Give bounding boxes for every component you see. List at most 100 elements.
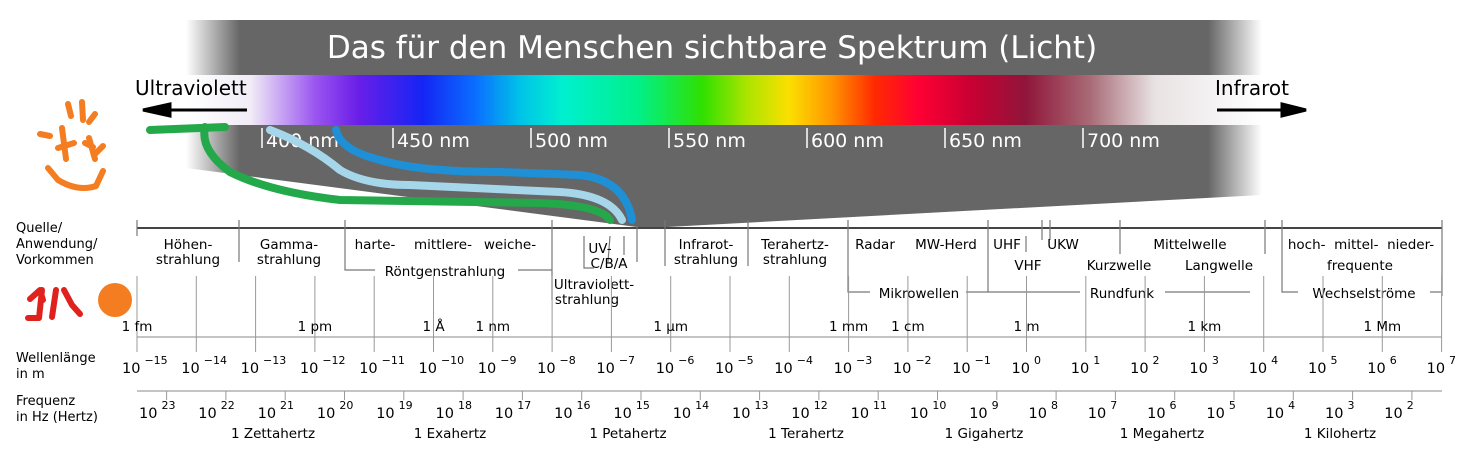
frequency-power-label: 1013 [732,399,768,422]
wavelength-power-label: 105 [1308,354,1337,377]
nm-tick-label: 550 nm [673,130,746,152]
frequency-power-label: 109 [969,399,998,422]
length-unit-label: 1 Å [422,318,445,335]
wavelength-power-label: 10−9 [478,354,517,377]
roentgenstrahlung-label: Röntgenstrahlung [385,264,505,280]
banner-title: Das für den Menschen sichtbare Spektrum … [327,30,1097,66]
frequency-row-label-1: Frequenz [16,394,75,409]
scales: 1 fm 1 pm 1 Å 1 nm 1 µm 1 mm 1 cm 1 m 1 km 1 Mm 10… [122,276,1456,442]
length-unit-label: 1 cm [891,319,924,335]
wavelength-power-label: 10−11 [359,354,405,377]
scribble-orange-face-icon [37,99,106,191]
frequency-power-label: 1016 [554,399,590,422]
wavelength-power-label: 10−12 [300,354,346,377]
wavelength-power-label: 103 [1189,354,1218,377]
length-unit-label: 1 µm [653,319,688,335]
kurzwelle-label: Kurzwelle [1087,258,1152,274]
wavelength-power-label: 106 [1367,354,1396,377]
wavelength-power-label: 102 [1130,354,1159,377]
terahertzstrahlung-label-2: strahlung [763,252,827,268]
wavelength-power-label: 10−6 [656,354,695,377]
frequency-power-label: 1020 [317,399,353,422]
wavelength-power-label: 10−8 [537,354,576,377]
mittlere-label: mittlere- [414,237,472,253]
rundfunk-label: Rundfunk [1090,286,1154,302]
annotation-curves [146,123,636,224]
frequency-power-label: 1019 [376,399,412,422]
wavelength-power-label: 10−2 [893,354,932,377]
frequency-power-label: 103 [1325,399,1354,422]
length-unit-label: 1 km [1187,319,1221,335]
length-unit-label: 1 fm [122,319,153,335]
length-unit-label: 1 mm [829,319,868,335]
row-labels: Quelle/ Anwendung/ Vorkommen Wellenlänge… [16,221,98,425]
frequency-power-label: 1015 [613,399,649,422]
hoehenstrahlung-label-2: strahlung [156,252,220,268]
spectrum-gradient-bar [186,75,1262,125]
ukw-label: UKW [1047,237,1079,253]
ultraviolettstrahlung-label-2: strahlung [555,292,619,308]
wavelength-power-label: 10−14 [181,354,227,377]
frequency-power-label: 1012 [791,399,827,422]
uv-cba-label-1: UV- [588,241,611,257]
source-brackets [136,220,1443,300]
infrarotstrahlung-label-2: strahlung [674,252,738,268]
frequency-unit-label: 1 Terahertz [768,426,844,442]
source-divider-marks [136,220,1443,300]
length-unit-label: 1 m [1013,319,1039,335]
source-labels: Höhen- strahlung Gamma- strahlung harte-… [156,237,1434,308]
nm-tick-label: 650 nm [949,130,1022,152]
frequency-row-label-2: in Hz (Hertz) [16,410,98,425]
length-unit-label: 1 nm [476,319,511,335]
infrared-label: Infrarot [1215,76,1289,100]
wavelength-power-label: 100 [1012,354,1041,377]
frequente-label: frequente [1327,258,1393,274]
ultraviolettstrahlung-label-1: Ultraviolett- [554,277,634,293]
nm-tick-label: 600 nm [811,130,884,152]
length-unit-label: 1 pm [298,319,333,335]
frequency-unit-label: 1 Megahertz [1120,426,1204,442]
arrow-right-icon [1217,102,1307,118]
harte-label: harte- [355,237,396,253]
frequency-power-label: 106 [1147,399,1176,422]
scribble-orange-blob-icon [98,283,132,317]
wavelength-power-label: 10−10 [419,354,465,377]
source-row-label-1: Quelle/ [16,221,63,236]
uhf-label: UHF [993,237,1021,253]
wavelength-row-label-2: in m [16,367,45,382]
wavelength-power-label: 10−1 [952,354,991,377]
radar-label: Radar [855,237,895,253]
wavelength-row-label-1: Wellenlänge [16,351,96,366]
visible-spectrum-banner: Das für den Menschen sichtbare Spektrum … [186,20,1262,227]
arrow-left-icon [142,102,247,118]
frequency-unit-label: 1 Exahertz [414,426,486,442]
frequency-unit-label: 1 Kilohertz [1304,426,1376,442]
infrarotstrahlung-label-1: Infrarot- [679,237,734,253]
uv-cba-label-2: C/B/A [590,256,628,272]
gammastrahlung-label-2: strahlung [257,252,321,268]
blue-curve [332,126,636,224]
frequency-power-label: 105 [1206,399,1235,422]
frequency-power-label: 1014 [673,399,709,422]
vhf-label: VHF [1014,258,1041,274]
hoch-mittel-nieder-label: hoch- mittel- nieder- [1288,237,1434,253]
frequency-power-label: 102 [1384,399,1413,422]
frequency-power-label: 108 [1029,399,1058,422]
ultraviolet-label: Ultraviolett [135,76,247,100]
wechselstroeme-label: Wechselströme [1312,286,1415,302]
wavelength-power-label: 101 [1071,354,1100,377]
wavelength-power-label: 10−3 [834,354,873,377]
frequency-power-label: 1023 [139,399,175,422]
wavelength-power-label: 10−13 [241,354,287,377]
frequency-power-label: 104 [1266,399,1295,422]
wavelength-power-label: 10−7 [596,354,635,377]
frequency-power-label: 1022 [198,399,234,422]
wavelength-power-label: 10−5 [715,354,754,377]
mw-herd-label: MW-Herd [915,237,977,253]
lightblue-curve [266,126,626,224]
green-curve [146,123,614,224]
wavelength-power-label: 107 [1427,354,1456,377]
frequency-power-label: 1010 [910,399,946,422]
nm-tick-label: 450 nm [397,130,470,152]
